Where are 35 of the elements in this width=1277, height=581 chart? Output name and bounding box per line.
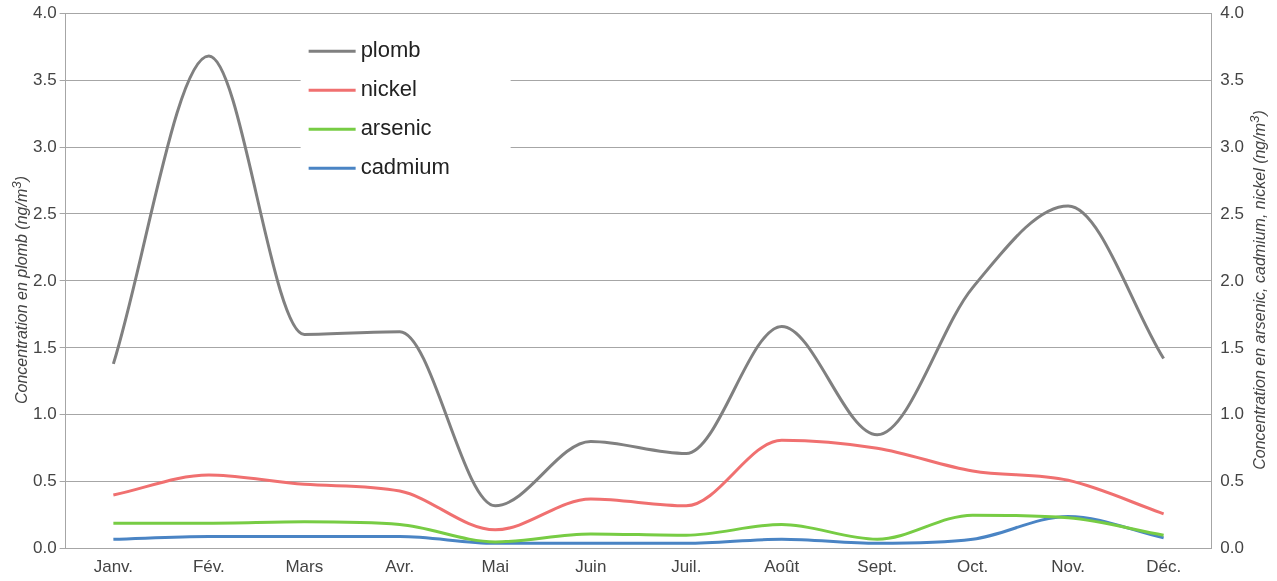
- y-tick-label: 0.5: [32, 471, 57, 491]
- x-tick-label: Août: [764, 557, 800, 577]
- x-tick-label: Juin: [575, 557, 607, 577]
- legend-label: cadmium: [360, 154, 450, 180]
- x-tick-label: Janv.: [93, 557, 134, 577]
- x-tick-label: Mai: [481, 557, 509, 577]
- y-tick-label: 0.0: [32, 538, 57, 558]
- x-tick-label: Fév.: [192, 557, 225, 577]
- y-tick-label: 2.0: [32, 270, 57, 290]
- x-tick-label: Déc.: [1146, 557, 1182, 577]
- y-tick-label: 3.5: [32, 69, 57, 89]
- x-tick-label: Juil.: [671, 557, 702, 577]
- y2-tick-label: 1.0: [1220, 404, 1245, 424]
- y2-tick-label: 3.5: [1220, 69, 1245, 89]
- y-tick-label: 2.5: [32, 203, 57, 223]
- y2-tick-label: 2.0: [1220, 270, 1245, 290]
- legend-label: plomb: [360, 37, 421, 63]
- y-tick-label: 1.0: [32, 404, 57, 424]
- line-series: [111, 438, 1166, 532]
- legend-label: arsenic: [360, 115, 432, 141]
- x-tick-label: Nov.: [1051, 557, 1085, 577]
- y2-tick-label: 4.0: [1220, 2, 1245, 22]
- y2-tick-label: 1.5: [1220, 337, 1245, 357]
- x-tick-label: Oct.: [957, 557, 989, 577]
- y2-tick-label: 0.0: [1220, 538, 1245, 558]
- y-tick-label: 3.0: [32, 136, 57, 156]
- y-tick-label: 4.0: [32, 2, 57, 22]
- y-tick-label: 1.5: [32, 337, 57, 357]
- legend-label: nickel: [360, 76, 417, 102]
- y2-tick-label: 2.5: [1220, 203, 1245, 223]
- x-tick-label: Sept.: [857, 557, 898, 577]
- y2-tick-label: 0.5: [1220, 471, 1245, 491]
- y2-tick-label: 3.0: [1220, 136, 1245, 156]
- x-tick-label: Mars: [285, 557, 324, 577]
- x-tick-label: Avr.: [385, 557, 415, 577]
